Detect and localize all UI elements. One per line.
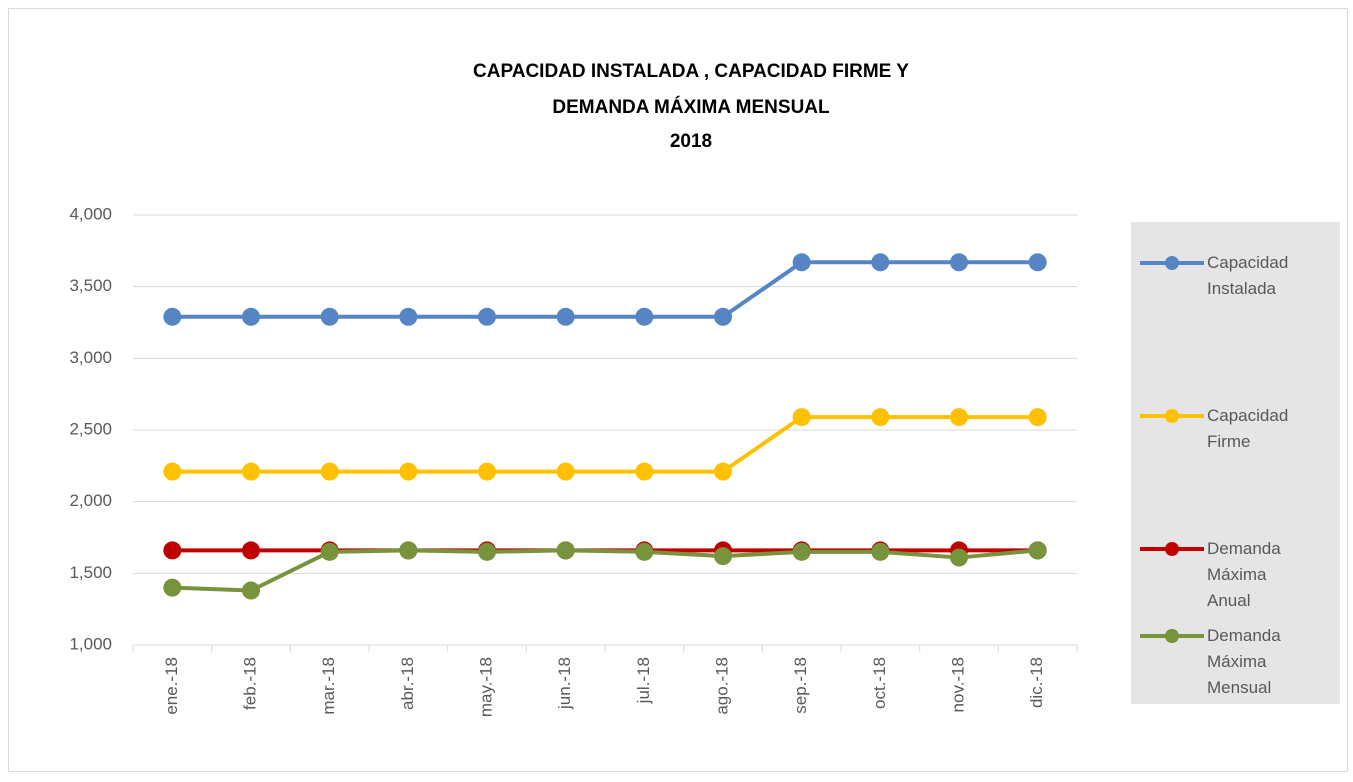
series-line — [172, 548, 1038, 593]
data-point — [399, 462, 418, 481]
data-point — [950, 253, 968, 272]
legend: Capacidad Instalada Capacidad Firme Demand… — [1131, 222, 1340, 704]
data-point — [478, 542, 496, 561]
x-tick-label: feb.-18 — [240, 657, 259, 710]
legend-marker — [1165, 629, 1179, 643]
data-point — [163, 307, 182, 326]
data-point — [950, 408, 968, 427]
data-point — [871, 542, 890, 561]
x-tick-label: sep.-18 — [791, 657, 810, 714]
data-point — [478, 462, 496, 481]
data-point — [635, 307, 654, 326]
data-point — [556, 541, 575, 560]
chart-title: DEMANDA MÁXIMA MENSUAL — [552, 96, 830, 118]
legend-label: Demanda Máxima Anual — [1207, 539, 1281, 610]
data-point — [635, 462, 654, 481]
data-point — [1028, 408, 1047, 427]
legend-swatch — [1140, 409, 1204, 423]
legend-label: Capacidad Instalada — [1207, 253, 1289, 298]
data-point — [556, 307, 575, 326]
legend-swatch — [1140, 542, 1204, 556]
data-point — [399, 307, 418, 326]
x-tick-label: jul.-18 — [634, 657, 653, 704]
series-line — [172, 415, 1038, 474]
legend-label: Capacidad Firme — [1207, 406, 1289, 451]
data-point — [478, 307, 496, 326]
x-tick-label: abr.-18 — [398, 657, 417, 710]
y-tick-label: 4,000 — [69, 204, 112, 223]
y-tick-label: 3,500 — [69, 276, 112, 295]
data-point — [950, 548, 968, 567]
data-point — [792, 542, 811, 561]
legend-marker — [1165, 542, 1179, 556]
x-tick-label: oct.-18 — [870, 657, 889, 709]
data-point — [1028, 541, 1047, 560]
data-point — [556, 462, 575, 481]
data-point — [242, 541, 260, 560]
x-tick-label: may.-18 — [476, 657, 495, 717]
legend-label: Demanda Máxima Mensual — [1207, 626, 1281, 697]
data-point — [714, 307, 732, 326]
legend-swatch — [1140, 629, 1204, 643]
data-point — [163, 541, 182, 560]
data-point — [792, 408, 811, 427]
data-point — [163, 578, 182, 597]
x-tick-label: jun.-18 — [555, 657, 574, 710]
x-tick-label: nov.-18 — [948, 657, 967, 712]
y-tick-label: 1,500 — [69, 563, 112, 582]
data-point — [320, 307, 339, 326]
data-point — [320, 462, 339, 481]
data-point — [399, 541, 418, 560]
legend-marker — [1165, 256, 1179, 270]
data-point — [242, 581, 260, 600]
x-tick-label: ene.-18 — [162, 657, 181, 715]
legend-marker — [1165, 409, 1179, 423]
x-tick-label: dic.-18 — [1027, 657, 1046, 708]
data-point — [242, 462, 260, 481]
series-line — [172, 260, 1038, 319]
x-tick-label: mar.-18 — [319, 657, 338, 715]
data-point — [871, 408, 890, 427]
data-point — [1028, 253, 1047, 272]
chart-border — [8, 8, 1348, 772]
data-point — [871, 253, 890, 272]
chart-title: CAPACIDAD INSTALADA , CAPACIDAD FIRME Y — [473, 61, 909, 82]
chart-title: 2018 — [670, 131, 712, 152]
data-point — [163, 462, 182, 481]
data-point — [635, 542, 654, 561]
x-tick-label: ago.-18 — [712, 657, 731, 715]
data-point — [242, 307, 260, 326]
y-tick-label: 3,000 — [69, 348, 112, 367]
y-tick-label: 1,000 — [69, 634, 112, 653]
data-point — [714, 547, 732, 566]
legend-swatch — [1140, 256, 1204, 270]
data-point — [714, 462, 732, 481]
y-tick-label: 2,500 — [69, 419, 112, 438]
data-point — [320, 542, 339, 561]
y-tick-label: 2,000 — [69, 491, 112, 510]
data-point — [792, 253, 811, 272]
